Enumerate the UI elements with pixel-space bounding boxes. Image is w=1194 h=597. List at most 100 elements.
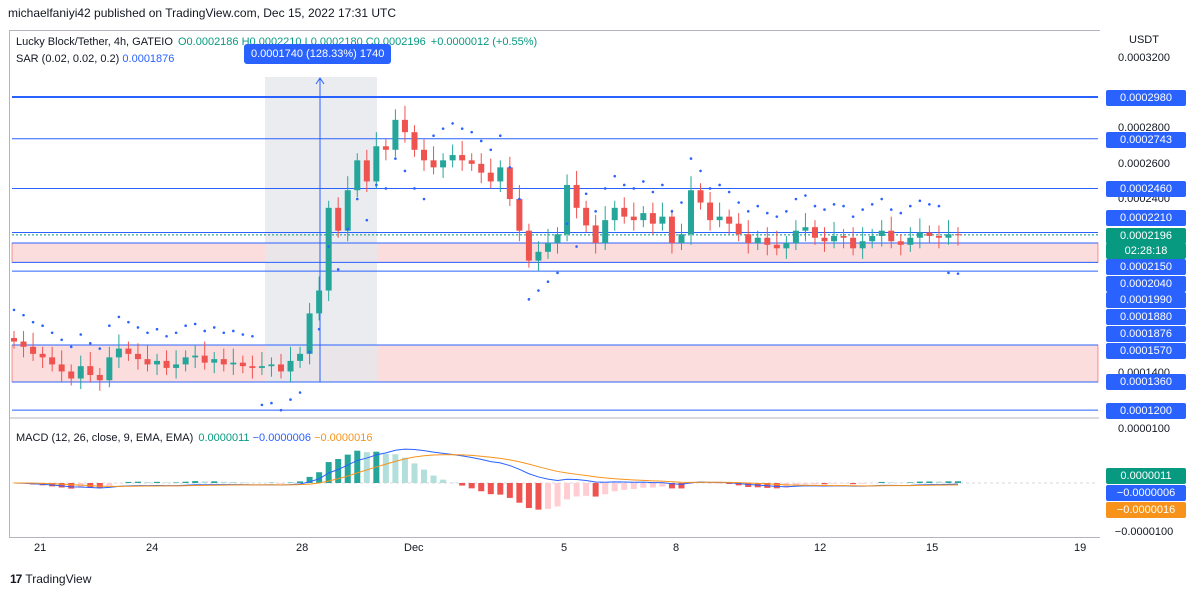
measure-callout: 0.0001740 (128.33%) 1740 xyxy=(244,44,392,64)
macd-histogram-bar xyxy=(344,454,351,483)
macd-histogram-bar xyxy=(154,481,161,483)
candle-body xyxy=(201,355,208,363)
candle-body xyxy=(955,234,961,236)
candle-body xyxy=(411,132,418,150)
sar-dot xyxy=(432,134,435,138)
level-label: 0.0001200 xyxy=(1106,403,1186,419)
candle-body xyxy=(506,167,513,200)
candle-body xyxy=(134,353,141,360)
candle-body xyxy=(106,357,113,381)
sar-dot xyxy=(308,350,311,354)
brand-name: TradingView xyxy=(25,572,92,586)
macd-histogram-bar xyxy=(773,483,780,489)
macd-histogram-bar xyxy=(602,483,609,495)
candle-body xyxy=(316,290,323,314)
candle-body xyxy=(754,237,761,244)
candle-body xyxy=(382,146,389,150)
candle-body xyxy=(230,362,237,365)
sar-dot xyxy=(69,345,73,349)
sar-dot xyxy=(384,187,388,190)
sar-dot xyxy=(174,331,178,335)
macd-histogram-bar xyxy=(134,481,141,483)
candle-body xyxy=(840,235,847,238)
sar-dot xyxy=(289,398,292,401)
sar-dot xyxy=(365,218,369,222)
macd-histogram-bar xyxy=(783,483,790,488)
candle-body xyxy=(39,353,46,358)
sar-dot xyxy=(813,204,817,208)
sar-dot xyxy=(642,180,645,183)
sar-dot xyxy=(184,324,187,328)
sar-dot xyxy=(98,347,102,350)
macd-histogram-bar xyxy=(163,482,170,483)
sar-dot xyxy=(518,197,521,201)
macd-histogram-bar xyxy=(478,483,485,492)
sar-label: SAR (0.02, 0.02, 0.2) xyxy=(16,53,120,65)
macd-histogram-bar xyxy=(611,483,618,492)
level-label: 0.0002040 xyxy=(1106,276,1186,292)
level-label: 0.0002980 xyxy=(1106,90,1186,106)
candle-body xyxy=(344,190,351,231)
macd-histogram-bar xyxy=(831,483,838,484)
candle-body xyxy=(783,243,790,249)
macd-histogram-bar xyxy=(850,483,857,485)
sar-dot xyxy=(613,174,617,178)
sar-dot xyxy=(41,324,44,328)
candle-body xyxy=(554,234,561,244)
candle-body xyxy=(335,207,342,231)
macd-hist-axis-label: 0.0000011 xyxy=(1106,468,1186,484)
sar-dot xyxy=(594,210,597,213)
sar-dot xyxy=(899,211,903,215)
candle-body xyxy=(592,225,599,244)
sar-dot xyxy=(298,391,302,394)
sar-dot xyxy=(270,401,273,405)
macd-histogram-bar xyxy=(802,483,809,485)
chart-frame xyxy=(9,30,1100,538)
level-label: 0.0001880 xyxy=(1106,309,1186,325)
candle-body xyxy=(144,359,151,365)
candle-body xyxy=(487,172,494,182)
sar-dot xyxy=(832,203,836,206)
axis-tick: 0.0000100 xyxy=(1118,423,1170,435)
macd-histogram-bar xyxy=(144,482,151,483)
sar-dot xyxy=(117,315,121,319)
candle-body xyxy=(20,341,27,347)
time-tick: 12 xyxy=(814,542,827,554)
candle-body xyxy=(630,216,637,221)
sar-dot xyxy=(422,197,426,201)
candle-body xyxy=(649,213,656,224)
candle-body xyxy=(173,364,180,368)
macd-histogram-bar xyxy=(564,483,571,500)
last-price-label: 0.0002196 xyxy=(1106,228,1186,244)
sar-dot xyxy=(441,127,445,130)
candle-body xyxy=(678,234,685,244)
tradingview-brand[interactable]: 17 TradingView xyxy=(10,572,91,586)
macd-histogram-bar xyxy=(497,483,504,495)
macd-histogram-bar xyxy=(926,481,933,483)
candle-body xyxy=(401,119,408,133)
candle-body xyxy=(258,366,265,368)
sar-dot xyxy=(88,341,92,345)
candle-body xyxy=(935,235,942,238)
candle-body xyxy=(916,232,923,238)
sar-dot xyxy=(413,187,416,190)
macd-histogram-bar xyxy=(68,483,75,489)
candle-body xyxy=(268,364,275,367)
candle-body xyxy=(869,235,876,242)
candle-body xyxy=(468,160,475,164)
candle-body xyxy=(897,241,904,245)
macd-histogram-bar xyxy=(487,483,494,495)
sar-dot xyxy=(479,139,483,143)
support-zone xyxy=(11,242,1099,263)
macd-histogram-bar xyxy=(583,483,590,496)
candle-body xyxy=(354,160,361,191)
countdown-label: 02:28:18 xyxy=(1106,243,1186,259)
sar-dot xyxy=(489,148,493,152)
sar-dot xyxy=(317,327,321,331)
sar-value: 0.0001876 xyxy=(122,53,175,65)
macd-histogram-bar xyxy=(363,452,370,483)
sar-dot xyxy=(127,320,130,324)
macd-line-value: −0.0000006 xyxy=(252,432,312,444)
time-tick: 24 xyxy=(146,542,159,554)
